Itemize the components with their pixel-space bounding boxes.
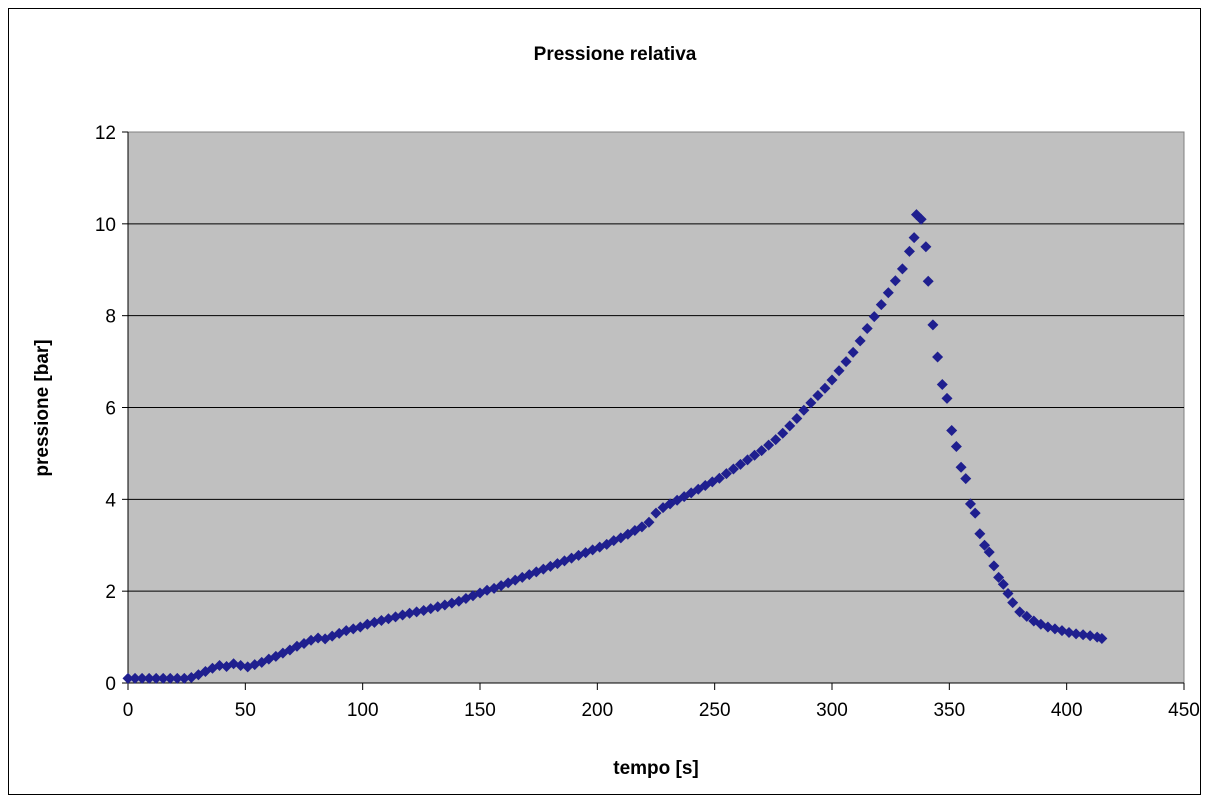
data-point [840, 356, 852, 368]
data-point [713, 472, 725, 484]
data-point [1007, 597, 1019, 609]
data-point [312, 632, 324, 644]
data-point [235, 660, 247, 672]
x-axis-label: tempo [s] [613, 758, 699, 779]
data-point [979, 539, 991, 551]
data-point [993, 571, 1005, 583]
x-tick-label: 0 [123, 700, 134, 721]
x-tick-label: 450 [1168, 700, 1200, 721]
data-point [927, 319, 939, 331]
data-point [983, 546, 995, 558]
data-point [1021, 610, 1033, 622]
data-point [932, 351, 944, 363]
data-point [826, 374, 838, 386]
y-tick-label: 10 [95, 215, 116, 236]
data-point [784, 420, 796, 432]
data-point [727, 463, 739, 475]
y-tick-label: 12 [95, 123, 116, 144]
data-point [882, 287, 894, 299]
data-point [411, 606, 423, 618]
data-point [964, 498, 976, 510]
data-point [955, 461, 967, 473]
x-tick-label: 350 [933, 700, 965, 721]
data-point [650, 507, 662, 519]
data-point [129, 672, 141, 684]
x-tick-label: 100 [347, 700, 379, 721]
chart-title: Pressione relativa [534, 44, 697, 65]
data-point [868, 311, 880, 323]
data-point [643, 516, 655, 528]
data-point [742, 454, 754, 466]
gridlines [128, 223, 1184, 592]
x-tick-label: 150 [464, 700, 496, 721]
data-point [936, 379, 948, 391]
data-point [1063, 626, 1075, 638]
data-point [1084, 630, 1096, 642]
data-point [997, 578, 1009, 590]
data-point [969, 507, 981, 519]
data-point [974, 528, 986, 540]
y-tick-label: 8 [105, 307, 116, 328]
data-point [734, 458, 746, 470]
data-point [720, 468, 732, 480]
y-axis-ticks: 0 2 4 6 8 10 12 [95, 123, 128, 695]
data-point [861, 323, 873, 335]
y-tick-label: 4 [105, 490, 116, 511]
data-point [833, 365, 845, 377]
data-point [805, 397, 817, 409]
data-point [777, 427, 789, 439]
data-point [756, 445, 768, 457]
data-point [988, 560, 1000, 572]
data-point [819, 382, 831, 394]
x-tick-label: 300 [816, 700, 848, 721]
data-point [157, 672, 169, 684]
data-point [136, 672, 148, 684]
data-point [214, 660, 226, 672]
x-tick-label: 250 [699, 700, 731, 721]
data-point [143, 672, 155, 684]
data-point [908, 232, 920, 244]
data-point [946, 424, 958, 436]
data-point [178, 672, 190, 684]
data-point [404, 607, 416, 619]
y-tick-label: 6 [105, 399, 116, 420]
data-point [1077, 629, 1089, 641]
data-point [915, 213, 927, 225]
data-point [164, 672, 176, 684]
data-point [636, 521, 648, 533]
x-tick-label: 400 [1051, 700, 1083, 721]
data-point [896, 263, 908, 275]
data-point [812, 390, 824, 402]
data-point [770, 434, 782, 446]
data-point [1002, 587, 1014, 599]
data-point [763, 439, 775, 451]
data-points [122, 209, 1108, 684]
data-point [922, 275, 934, 287]
data-point [854, 335, 866, 347]
y-tick-label: 2 [105, 582, 116, 603]
x-tick-label: 50 [235, 700, 256, 721]
data-point [950, 441, 962, 453]
data-point [171, 672, 183, 684]
data-point [960, 473, 972, 485]
x-tick-label: 200 [581, 700, 613, 721]
y-tick-label: 0 [105, 674, 116, 695]
data-point [1070, 628, 1082, 640]
data-point [941, 392, 953, 404]
data-point [798, 404, 810, 416]
x-axis-ticks: 0 50 100 150 200 250 300 350 400 450 [123, 683, 1200, 721]
data-point [122, 672, 134, 684]
data-point [889, 275, 901, 287]
data-point [150, 672, 162, 684]
data-point [847, 346, 859, 358]
data-point [875, 299, 887, 311]
y-axis-label: pressione [bar] [32, 339, 53, 476]
data-point [749, 449, 761, 461]
data-point [903, 245, 915, 257]
data-point [791, 413, 803, 425]
data-point [1014, 606, 1026, 618]
data-point [1096, 632, 1108, 644]
data-point [920, 241, 932, 253]
